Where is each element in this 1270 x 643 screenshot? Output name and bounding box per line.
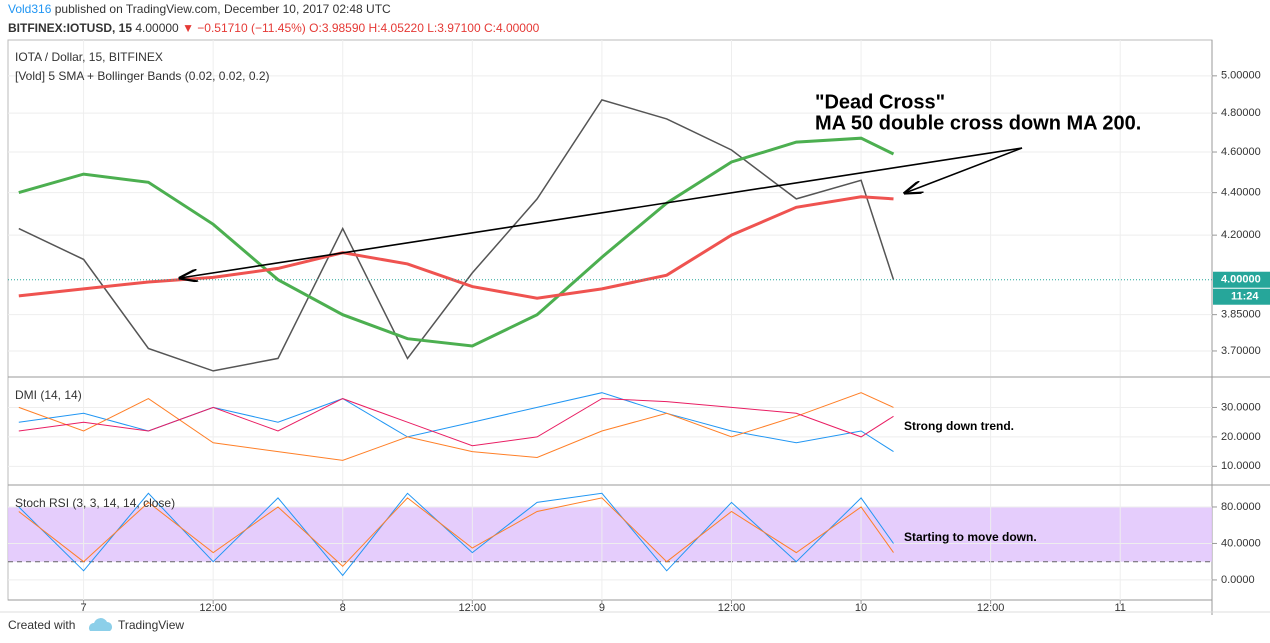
pane (8, 40, 1212, 376)
y-tick-label: 0.0000 (1221, 574, 1255, 586)
pane (8, 378, 1212, 484)
x-tick-label: 12:00 (977, 602, 1005, 614)
y-tick-label: 5.00000 (1221, 70, 1261, 82)
price-tag-box (1213, 271, 1270, 288)
annotation: Strong down trend. (904, 419, 1014, 433)
x-tick-label: 9 (599, 602, 605, 614)
y-tick-label: 80.0000 (1221, 501, 1261, 513)
brand[interactable]: TradingView (118, 618, 184, 632)
y-tick-label: 4.20000 (1221, 229, 1261, 241)
x-tick-label: 12:00 (718, 602, 746, 614)
x-tick-label: 12:00 (199, 602, 227, 614)
x-tick-label: 11 (1115, 602, 1126, 614)
series-line (18, 497, 894, 568)
y-tick-label: 3.70000 (1221, 345, 1261, 357)
time-tag: 11:24 (1231, 291, 1259, 303)
y-tick-label: 20.0000 (1221, 431, 1261, 443)
symbol: BITFINEX:IOTUSD, 15 (8, 21, 132, 35)
series-line (18, 398, 894, 447)
annotation-arrows (180, 147, 1023, 278)
change: ▼ −0.51710 (−11.45%) (182, 21, 306, 35)
series-line (18, 136, 895, 348)
ohlc: O:3.98590 H:4.05220 L:3.97100 C:4.00000 (306, 21, 540, 35)
series-line (18, 492, 894, 577)
x-tick-label: 7 (81, 602, 87, 614)
price-tag: 4.00000 (1221, 274, 1261, 286)
band (8, 506, 1212, 562)
published: published on TradingView.com, December 1… (51, 2, 391, 16)
series-line (18, 195, 894, 300)
last: 4.00000 (132, 21, 182, 35)
footer-text: Created with (8, 618, 75, 632)
y-tick-label: 3.85000 (1221, 309, 1261, 321)
x-tick-label: 10 (855, 602, 867, 614)
arrow (905, 147, 1023, 193)
x-tick-label: 12:00 (459, 602, 487, 614)
annotation: "Dead Cross" (815, 91, 945, 113)
pane (8, 486, 1212, 600)
pane-title: DMI (14, 14) (15, 388, 82, 402)
y-tick-label: 30.0000 (1221, 401, 1261, 413)
series-line (18, 99, 895, 372)
logo (88, 618, 113, 631)
annotation: MA 50 double cross down MA 200. (815, 112, 1141, 134)
header-line: Vold316 published on TradingView.com, De… (8, 2, 391, 16)
y-tick-label: 4.60000 (1221, 146, 1261, 158)
annotation: Starting to move down. (904, 530, 1037, 544)
pane-title: Stoch RSI (3, 3, 14, 14, close) (15, 496, 175, 510)
x-tick-label: 8 (340, 602, 346, 614)
time-tag-box (1213, 288, 1270, 305)
pane-subtitle: [Vold] 5 SMA + Bollinger Bands (0.02, 0.… (15, 69, 270, 83)
author[interactable]: Vold316 (8, 2, 52, 16)
pane-title: IOTA / Dollar, 15, BITFINEX (15, 50, 163, 64)
y-tick-label: 10.0000 (1221, 460, 1261, 472)
series-line (18, 392, 894, 461)
arrow (180, 147, 1023, 278)
y-tick-label: 4.80000 (1221, 107, 1261, 119)
y-tick-label: 40.0000 (1221, 537, 1261, 549)
y-tick-label: 4.40000 (1221, 187, 1261, 199)
quote-line: BITFINEX:IOTUSD, 15 4.00000 ▼ −0.51710 (… (8, 21, 540, 35)
